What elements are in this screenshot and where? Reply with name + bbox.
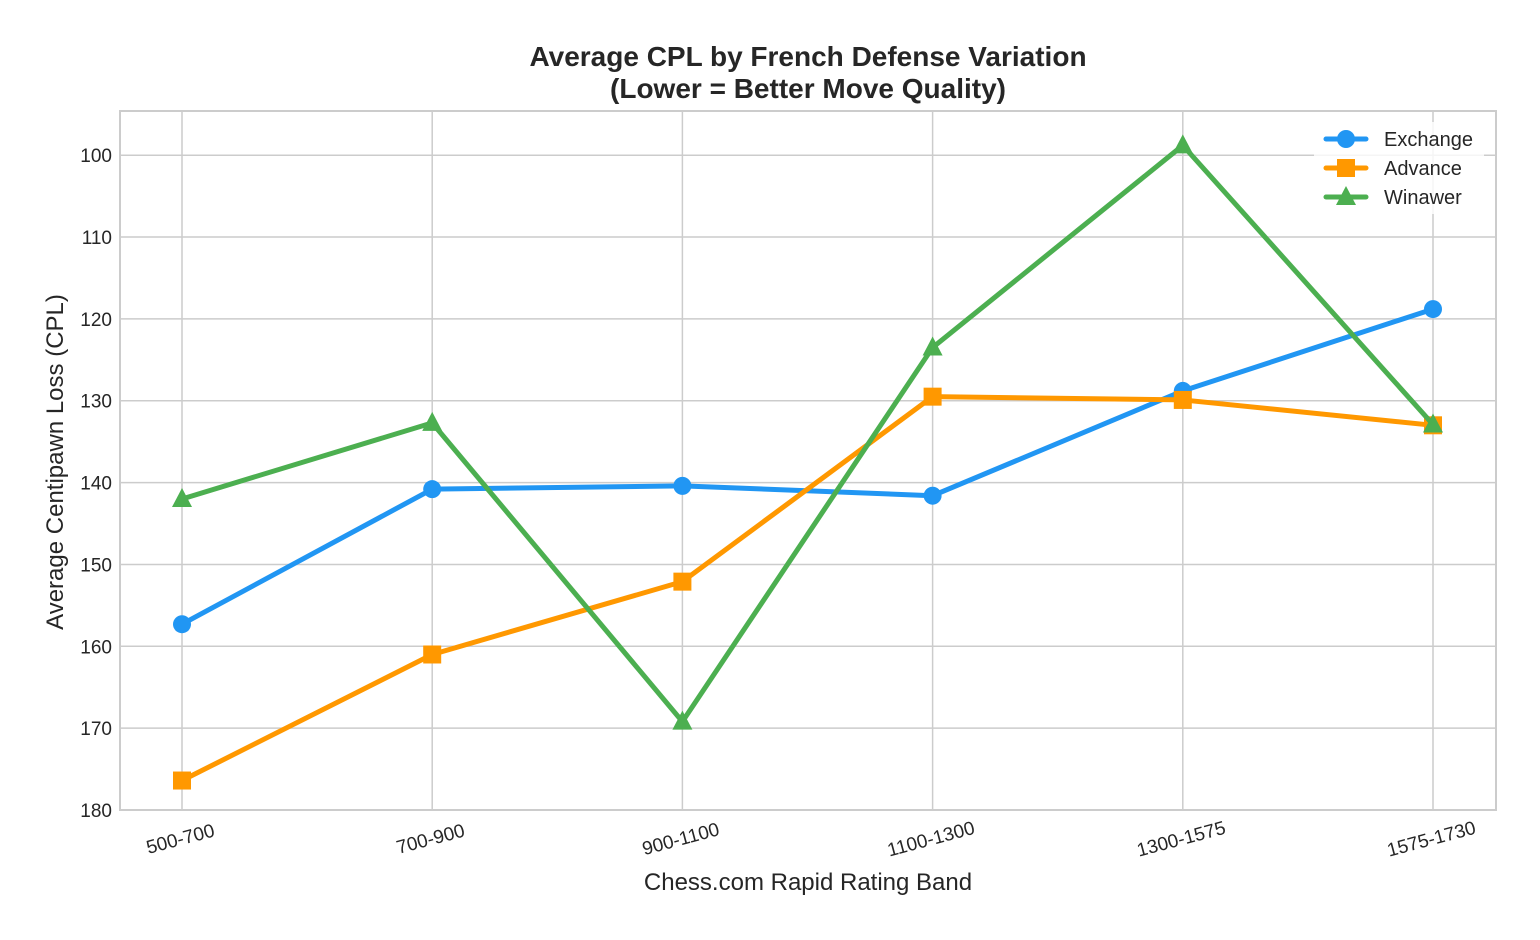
y-axis-ticks: 100 110 120 130 140 150 160 170 180 xyxy=(80,146,112,822)
y-tick-label: 120 xyxy=(80,310,112,331)
legend-label: Exchange xyxy=(1384,129,1473,151)
data-point-exchange xyxy=(1424,300,1442,319)
legend-marker-circle xyxy=(1337,130,1355,148)
data-point-winawer xyxy=(672,710,693,730)
series-exchange xyxy=(173,300,1442,634)
legend-item-winawer: Winawer xyxy=(1323,186,1462,209)
x-tick-label: 1100-1300 xyxy=(885,818,977,861)
legend-label: Advance xyxy=(1384,158,1462,180)
chart-title-line-1: Average CPL by French Defense Variation xyxy=(529,41,1086,72)
data-point-winawer xyxy=(1423,413,1443,433)
legend-item-advance: Advance xyxy=(1323,158,1462,180)
y-tick-label: 100 xyxy=(80,146,112,167)
y-tick-label: 150 xyxy=(80,555,112,576)
data-point-winawer xyxy=(172,487,192,507)
data-point-advance xyxy=(923,387,942,406)
data-point-advance xyxy=(673,572,692,591)
y-tick-label: 110 xyxy=(82,228,112,249)
x-tick-label: 1575-1730 xyxy=(1385,818,1478,862)
data-point-winawer xyxy=(422,411,443,431)
grid xyxy=(120,111,1496,811)
legend-label: Winawer xyxy=(1384,187,1462,209)
legend: Exchange Advance Winawer xyxy=(1314,122,1484,214)
series-line-exchange xyxy=(179,306,1436,627)
data-point-winawer xyxy=(1172,134,1193,154)
legend-marker-triangle xyxy=(1336,186,1356,205)
series-line-winawer xyxy=(179,142,1436,725)
plot-frame xyxy=(119,110,1497,811)
y-tick-label: 130 xyxy=(80,392,112,413)
data-point-exchange xyxy=(173,615,191,634)
x-tick-label: 500-700 xyxy=(144,821,217,859)
x-tick-label: 1300-1575 xyxy=(1135,818,1228,862)
x-tick-label: 700-900 xyxy=(394,821,467,859)
legend-item-exchange: Exchange xyxy=(1323,129,1473,151)
data-point-advance xyxy=(1173,390,1192,409)
data-point-exchange xyxy=(923,486,942,505)
data-point-advance xyxy=(423,645,442,664)
data-point-advance xyxy=(173,771,191,790)
data-point-exchange xyxy=(673,476,692,495)
data-point-winawer xyxy=(922,336,943,356)
y-tick-label: 160 xyxy=(80,637,112,658)
y-tick-label: 180 xyxy=(80,801,112,822)
x-tick-label: 900-1100 xyxy=(640,819,722,860)
legend-marker-square xyxy=(1337,159,1355,177)
series-advance xyxy=(173,387,1442,790)
x-axis-label: Chess.com Rapid Rating Band xyxy=(644,869,972,896)
y-tick-label: 140 xyxy=(80,474,112,495)
y-tick-label: 170 xyxy=(80,719,112,740)
x-axis-ticks: 500-700 700-900 900-1100 1100-1300 1300-1575… xyxy=(144,818,1478,862)
series-winawer xyxy=(172,134,1443,730)
chart-title-line-2: (Lower = Better Move Quality) xyxy=(610,73,1006,104)
data-point-exchange xyxy=(423,480,442,499)
series-line-advance xyxy=(179,394,1436,784)
y-axis-label: Average Centipawn Loss (CPL) xyxy=(42,294,69,630)
series-layer xyxy=(172,134,1443,790)
